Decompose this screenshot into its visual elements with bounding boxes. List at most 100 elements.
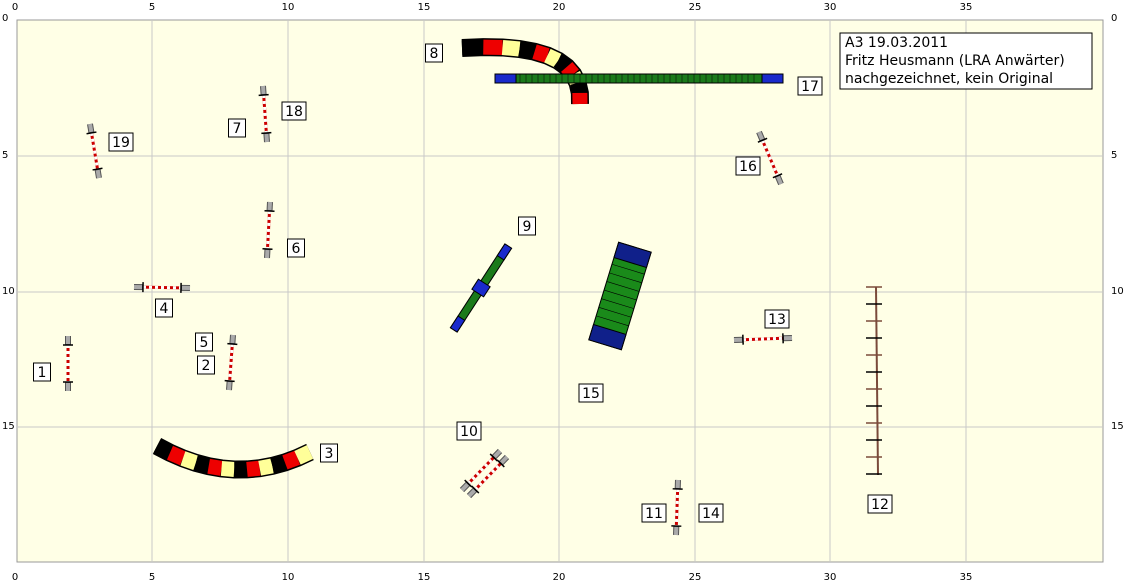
obstacle-number: 10 bbox=[460, 424, 478, 440]
hurdle-post bbox=[264, 133, 269, 143]
hurdle-bar bbox=[674, 488, 680, 527]
hurdle-post bbox=[776, 175, 783, 185]
dogwalk-end bbox=[761, 73, 784, 84]
axis-label: 5 bbox=[2, 150, 8, 161]
hurdle-post bbox=[261, 85, 266, 95]
a-frame-slat bbox=[603, 289, 637, 301]
number-box bbox=[287, 238, 305, 258]
a-frame-slat bbox=[609, 272, 642, 284]
hurdle-foot bbox=[464, 479, 473, 488]
tunnel-segment bbox=[180, 451, 199, 470]
number-box bbox=[518, 216, 536, 236]
hurdle-foot bbox=[757, 137, 768, 143]
hurdle-bar bbox=[262, 94, 268, 134]
seesaw-end bbox=[449, 315, 466, 333]
info-line: Fritz Heusmann (LRA Anwärter) bbox=[845, 53, 1065, 69]
number-box bbox=[578, 383, 604, 403]
hurdle-post bbox=[95, 169, 101, 179]
hurdle-bar bbox=[228, 343, 234, 382]
number-box bbox=[641, 503, 667, 523]
info-line: A3 19.03.2011 bbox=[845, 35, 948, 51]
tunnel-segment bbox=[258, 458, 274, 476]
number-box bbox=[197, 355, 215, 375]
axis-label: 0 bbox=[12, 572, 18, 583]
number-box bbox=[195, 332, 213, 352]
tunnel-segment bbox=[282, 450, 301, 470]
axis-label: 5 bbox=[149, 572, 155, 583]
seesaw bbox=[449, 243, 513, 333]
hurdle-foot bbox=[772, 173, 783, 179]
axis-label: 10 bbox=[2, 286, 15, 297]
axis-label: 15 bbox=[418, 2, 431, 13]
hurdle-bar bbox=[761, 139, 779, 177]
axis-label: 30 bbox=[824, 572, 837, 583]
obstacle-number: 11 bbox=[645, 506, 663, 522]
a-frame-slat bbox=[598, 306, 632, 318]
seesaw-pivot bbox=[471, 278, 491, 298]
tunnel-segment bbox=[553, 54, 572, 74]
hurdle-foot bbox=[224, 379, 235, 383]
number-box bbox=[698, 503, 724, 523]
a-frame-end bbox=[588, 323, 627, 351]
obstacle-number: 13 bbox=[768, 312, 786, 328]
tunnel-segment bbox=[570, 81, 588, 95]
a-frame bbox=[588, 241, 652, 351]
obstacle-number: 17 bbox=[801, 79, 819, 95]
wall bbox=[875, 286, 879, 476]
obstacle-number: 6 bbox=[292, 241, 301, 257]
hurdle-bar bbox=[265, 210, 272, 250]
obstacles bbox=[63, 38, 882, 536]
number-box bbox=[456, 421, 482, 441]
number-box bbox=[797, 76, 823, 96]
hurdle-foot bbox=[227, 342, 238, 346]
number-box bbox=[108, 132, 134, 152]
obstacle-number: 8 bbox=[430, 46, 439, 62]
obstacle-number: 14 bbox=[702, 506, 720, 522]
hurdle-post bbox=[230, 334, 235, 344]
obstacle-number: 1 bbox=[38, 365, 47, 381]
tunnel-segment bbox=[501, 40, 521, 57]
hurdle-bar bbox=[90, 132, 99, 170]
hurdle-bar bbox=[467, 456, 495, 485]
tunnel-segment bbox=[207, 458, 223, 476]
a-frame-slat bbox=[606, 281, 640, 292]
tunnel-segment bbox=[518, 41, 536, 60]
axis-label: 5 bbox=[1111, 150, 1117, 161]
axis-label: 10 bbox=[282, 2, 295, 13]
hurdle-post bbox=[460, 482, 470, 492]
axis-label: 35 bbox=[960, 2, 973, 13]
axis-label: 15 bbox=[418, 572, 431, 583]
info-line: nachgezeichnet, kein Original bbox=[845, 71, 1053, 87]
number-box bbox=[33, 362, 51, 382]
axis-label: 25 bbox=[689, 2, 702, 13]
axis-label: 20 bbox=[553, 572, 566, 583]
obstacle-number: 5 bbox=[200, 335, 209, 351]
obstacle-number: 16 bbox=[739, 159, 757, 175]
hurdle-foot bbox=[92, 167, 103, 171]
hurdle-post bbox=[499, 455, 509, 465]
obstacle-number: 15 bbox=[582, 386, 600, 402]
tunnel-segment bbox=[270, 455, 287, 474]
hurdle-post bbox=[757, 131, 764, 141]
axis-label: 0 bbox=[12, 2, 18, 13]
hurdle-bar bbox=[742, 336, 784, 342]
tunnel-segment bbox=[220, 460, 235, 477]
hurdle-foot bbox=[471, 485, 480, 494]
tunnel-segment bbox=[294, 445, 314, 465]
axis-label: 35 bbox=[960, 572, 973, 583]
hurdle-post bbox=[492, 449, 502, 459]
dogwalk-end bbox=[494, 73, 517, 84]
number-box bbox=[764, 309, 790, 329]
obstacle-number: 19 bbox=[112, 135, 130, 151]
hurdle-foot bbox=[261, 131, 272, 135]
obstacle-number: 9 bbox=[523, 219, 532, 235]
number-box bbox=[425, 43, 443, 63]
info-box bbox=[839, 32, 1093, 90]
tunnel-segment bbox=[544, 48, 562, 68]
tunnel-segment bbox=[246, 460, 261, 477]
obstacle-number: 7 bbox=[233, 121, 242, 137]
axis-label: 30 bbox=[824, 2, 837, 13]
number-box bbox=[320, 443, 338, 463]
tunnel-segment bbox=[166, 445, 186, 466]
